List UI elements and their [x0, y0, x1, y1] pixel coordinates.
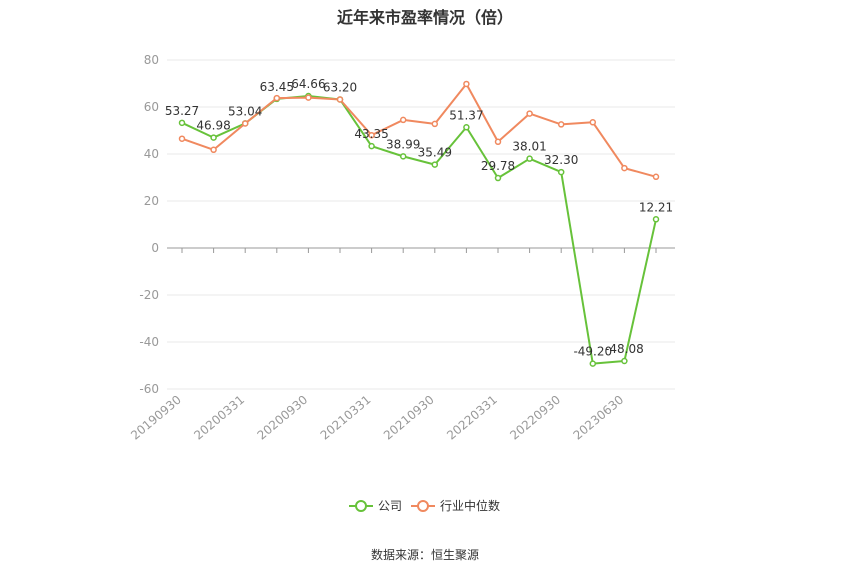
x-tick-label: 20220331: [444, 393, 500, 443]
industry-median-data-point: [557, 121, 565, 128]
company-data-point: [526, 155, 533, 162]
industry-median-data-point: [399, 116, 407, 124]
industry-median-data-point: [336, 96, 344, 103]
series-layer: [178, 80, 660, 367]
industry-median-data-point: [526, 110, 533, 117]
x-tick-label: 20200930: [255, 393, 311, 443]
x-tick-label: 20210331: [318, 393, 374, 443]
company-data-point: [431, 161, 439, 168]
x-tick-label: 20190930: [128, 393, 184, 443]
y-axis: 80 60 40 20 0 -20 -40 -60: [139, 53, 159, 396]
company-data-label: 63.45: [260, 80, 294, 94]
company-data-label: 63.20: [323, 80, 357, 94]
company-data-point: [652, 216, 660, 223]
industry-median-data-point: [431, 120, 439, 128]
legend-marker-icon: [355, 500, 367, 512]
company-data-label: 12.21: [639, 200, 673, 214]
company-data-label: 32.30: [544, 153, 578, 167]
legend-label: 公司: [378, 499, 402, 513]
legend-label: 行业中位数: [440, 498, 500, 513]
y-tick-label: -60: [139, 382, 159, 396]
company-data-label: -48.08: [605, 342, 644, 356]
company-data-label: 53.04: [228, 104, 262, 118]
industry-median-series-line: [181, 82, 657, 178]
industry-median-data-point: [241, 120, 249, 127]
y-tick-label: 60: [144, 100, 159, 114]
grid-lines: [167, 59, 675, 390]
x-tick-label: 20200331: [191, 393, 247, 443]
company-data-point: [399, 153, 407, 160]
industry-median-data-point: [589, 119, 597, 126]
company-data-label: 38.01: [512, 140, 546, 154]
industry-median-data-point: [463, 80, 470, 88]
y-tick-label: 80: [144, 53, 159, 67]
industry-median-data-point: [368, 131, 375, 139]
company-data-point: [463, 124, 470, 131]
industry-median-data-point: [178, 135, 186, 142]
company-data-point: [557, 168, 565, 176]
company-data-point: [621, 357, 628, 365]
chart-title: 近年来市盈率情况（倍）: [336, 8, 513, 27]
data-source-note: 数据来源：恒生聚源: [370, 548, 479, 562]
company-data-label: 51.37: [449, 108, 483, 122]
company-data-point: [178, 119, 186, 127]
company-data-label: 35.49: [418, 146, 452, 160]
legend-item-industry-median[interactable]: 行业中位数: [411, 498, 500, 513]
legend[interactable]: 公司 行业中位数: [349, 498, 500, 513]
company-data-label: 38.99: [386, 137, 420, 151]
legend-item-company[interactable]: 公司: [349, 499, 402, 513]
company-data-point: [210, 134, 217, 141]
company-data-point: [494, 174, 502, 182]
industry-median-data-point: [494, 138, 502, 146]
y-tick-label: -20: [139, 288, 159, 302]
company-data-label: 64.66: [291, 77, 325, 91]
y-tick-label: 0: [151, 241, 159, 255]
industry-median-data-point: [621, 164, 628, 172]
company-data-point: [368, 142, 375, 150]
company-data-label: 29.78: [481, 159, 515, 173]
y-tick-label: 20: [144, 194, 159, 208]
y-tick-label: 40: [144, 147, 159, 161]
industry-median-data-point: [305, 94, 312, 101]
industry-median-data-point: [652, 173, 660, 181]
industry-median-data-point: [210, 146, 217, 154]
company-data-label: 46.98: [196, 119, 230, 133]
y-tick-label: -40: [139, 335, 159, 349]
company-data-point: [589, 360, 597, 367]
legend-marker-icon: [417, 500, 429, 512]
x-tick-label: 20210930: [381, 393, 437, 443]
x-tick-label: 20230630: [571, 393, 627, 443]
company-data-label: 43.35: [354, 127, 388, 141]
industry-median-data-point: [273, 94, 281, 102]
x-tick-label: 20220930: [507, 393, 563, 443]
company-series-line: [181, 95, 657, 365]
company-data-label: 53.27: [165, 104, 199, 118]
company-data-label: -49.20: [573, 345, 612, 359]
